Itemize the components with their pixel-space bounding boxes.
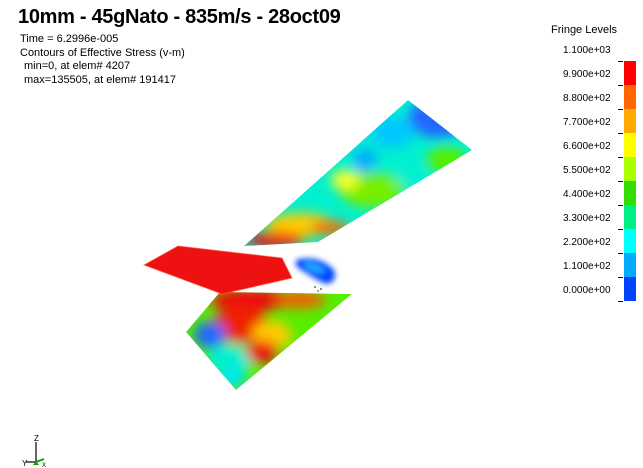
legend-label: 6.600e+02 xyxy=(563,141,611,152)
legend-title: Fringe Levels xyxy=(551,24,618,36)
legend-color-segment xyxy=(624,277,636,301)
legend-tick xyxy=(618,181,623,182)
plot-title: 10mm - 45gNato - 835m/s - 28oct09 xyxy=(18,6,341,28)
legend-color-segment xyxy=(624,229,636,253)
legend-label: 2.200e+02 xyxy=(563,237,611,248)
legend-label: 9.900e+02 xyxy=(563,69,611,80)
legend-label: 7.700e+02 xyxy=(563,117,611,128)
legend-label: 1.100e+02 xyxy=(563,261,611,272)
legend-color-segment xyxy=(624,181,636,205)
legend-color-bar xyxy=(618,61,636,302)
legend-color-segment xyxy=(624,85,636,109)
legend-tick xyxy=(618,205,623,206)
max-label: max=135505, at elem# 191417 xyxy=(24,73,176,86)
legend-tick xyxy=(618,277,623,278)
lower-plate xyxy=(186,292,352,390)
blue-fragment xyxy=(296,258,335,284)
axis-triad-icon: Z Y X xyxy=(22,434,46,468)
legend-tick xyxy=(618,109,623,110)
upper-plate xyxy=(244,100,472,246)
legend-color-segment xyxy=(624,61,636,85)
axis-z-label: Z xyxy=(34,434,39,443)
legend-label: 0.000e+00 xyxy=(563,285,611,296)
legend-tick xyxy=(618,157,623,158)
axis-y-label: Y xyxy=(22,459,28,468)
time-label: Time = 6.2996e-005 xyxy=(20,33,119,45)
legend-tick xyxy=(618,253,623,254)
axis-x-label: X xyxy=(42,463,46,468)
legend-tick xyxy=(618,85,623,86)
projectile xyxy=(142,245,293,295)
legend-color-segment xyxy=(624,205,636,229)
plot-info: Time = 6.2996e-005 Contours of Effective… xyxy=(20,33,185,87)
legend-label: 4.400e+02 xyxy=(563,189,611,200)
legend-color-segment xyxy=(624,253,636,277)
legend-tick xyxy=(618,133,623,134)
legend-tick xyxy=(618,61,623,62)
legend-tick xyxy=(618,229,623,230)
legend-tick xyxy=(618,301,623,302)
min-label: min=0, at elem# 4207 xyxy=(24,60,131,72)
legend-color-segment xyxy=(624,109,636,133)
legend-color-segment xyxy=(624,133,636,157)
contour-label: Contours of Effective Stress (v-m) xyxy=(20,46,185,59)
legend-label: 3.300e+02 xyxy=(563,213,611,224)
legend-label: 5.500e+02 xyxy=(563,165,611,176)
legend-color-segment xyxy=(624,157,636,181)
legend-label: 1.100e+03 xyxy=(563,45,611,56)
legend-label: 8.800e+02 xyxy=(563,93,611,104)
